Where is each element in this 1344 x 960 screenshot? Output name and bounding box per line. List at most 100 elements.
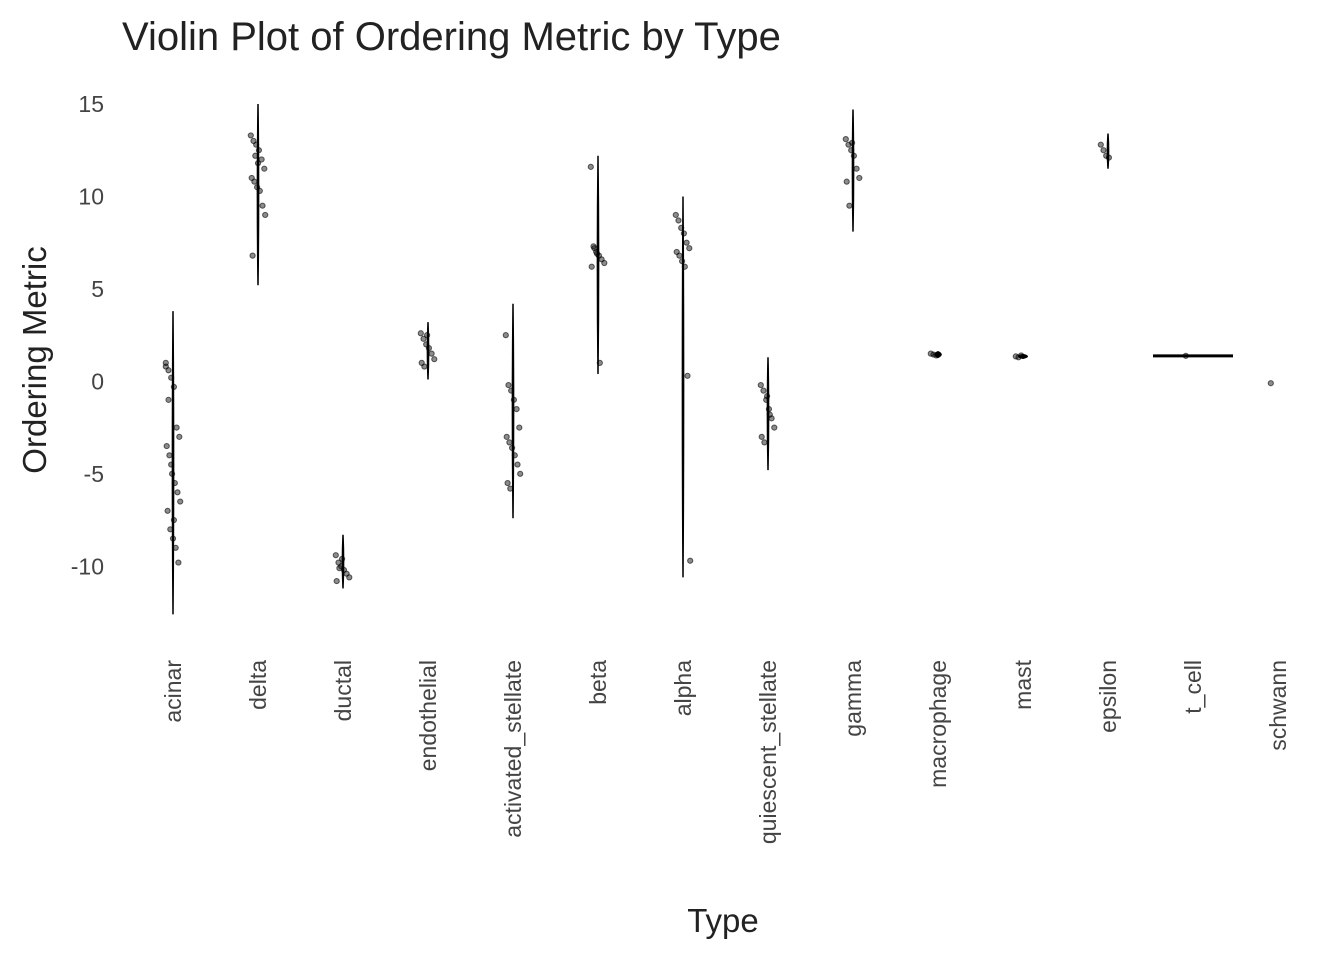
jitter-point <box>167 526 174 533</box>
x-tick-label: quiescent_stellate <box>755 660 781 844</box>
jitter-point <box>258 156 265 163</box>
jitter-point <box>510 396 518 403</box>
jitter-point <box>417 330 424 337</box>
jitter-point <box>601 259 608 267</box>
chart-title: Violin Plot of Ordering Metric by Type <box>122 15 781 59</box>
jitter-point <box>842 136 849 143</box>
jitter-point <box>508 387 515 394</box>
jitter-point <box>166 452 173 459</box>
jitter-point <box>594 250 601 257</box>
jitter-point <box>676 252 683 259</box>
jitter-point <box>164 507 171 514</box>
jitter-point <box>508 444 516 452</box>
jitter-point <box>175 559 182 566</box>
jitter-point <box>176 433 183 440</box>
jitter-point <box>177 498 184 505</box>
jitter-point <box>255 147 262 154</box>
jitter-point <box>336 565 343 572</box>
jitter-point <box>254 160 262 167</box>
jitter-point <box>679 258 686 265</box>
x-tick-label: t_cell <box>1180 660 1206 714</box>
jitter-point <box>170 383 177 391</box>
y-tick-label: 15 <box>78 91 104 117</box>
jitter-point <box>259 202 266 209</box>
x-tick-label: endothelial <box>415 660 441 771</box>
violin <box>511 303 515 519</box>
jitter-point <box>332 552 339 559</box>
jitter-point <box>680 230 688 237</box>
y-tick-label: -5 <box>84 461 104 487</box>
jitter-point <box>424 332 431 339</box>
jitter-point <box>168 374 175 381</box>
x-tick-label: epsilon <box>1095 660 1121 733</box>
jitter-point <box>173 424 180 431</box>
jitter-point <box>513 406 520 413</box>
jitter-point <box>503 433 510 440</box>
jitter-point <box>431 356 438 363</box>
y-tick-label: 0 <box>91 368 104 394</box>
jitter-point <box>1018 352 1025 359</box>
jitter-point <box>1105 154 1113 161</box>
jitter-point <box>168 461 175 468</box>
x-tick-label: alpha <box>670 660 696 716</box>
jitter-point <box>764 393 771 400</box>
jitter-point <box>504 479 511 487</box>
jitter-point <box>686 245 693 252</box>
jitter-point <box>587 163 594 170</box>
jitter-point <box>171 479 178 487</box>
jitter-point <box>761 439 768 446</box>
jitter-point <box>172 544 179 551</box>
jitter-point <box>511 452 518 459</box>
jitter-point <box>421 363 428 370</box>
jitter-point <box>588 263 595 270</box>
jitter-point <box>507 485 514 492</box>
jitter-point <box>262 211 269 219</box>
violin <box>851 109 855 232</box>
jitter-point <box>428 350 435 357</box>
violin <box>1106 133 1110 169</box>
violin <box>596 155 600 374</box>
x-tick-label: delta <box>245 660 271 710</box>
jitter-point <box>261 165 268 172</box>
jitter-point <box>591 245 598 252</box>
x-tick-label: gamma <box>840 660 866 737</box>
jitter-point <box>687 557 694 564</box>
jitter-point <box>169 470 176 477</box>
jitter-point <box>684 372 691 379</box>
jitter-point <box>672 211 679 219</box>
jitter-point <box>253 141 260 148</box>
jitter-point <box>174 489 181 496</box>
jitter-point <box>683 239 690 246</box>
jitter-point <box>505 381 512 389</box>
jitter-point <box>247 132 254 139</box>
x-tick-label: macrophage <box>925 660 951 788</box>
y-axis-title: Ordering Metric <box>16 246 53 473</box>
jitter-point <box>502 332 509 339</box>
violin <box>256 103 260 286</box>
jitter-point <box>766 411 773 418</box>
jitter-point <box>1267 380 1274 387</box>
jitter-point <box>596 359 603 366</box>
jitter-point <box>346 574 353 581</box>
jitter-point <box>681 263 688 270</box>
violin <box>766 357 770 471</box>
jitter-point <box>256 187 263 195</box>
jitter-point <box>1100 147 1107 154</box>
jitter-point <box>162 363 169 370</box>
x-tick-label: beta <box>585 660 611 705</box>
jitter-point <box>849 139 856 146</box>
jitter-point <box>249 252 256 259</box>
jitter-point <box>856 174 863 182</box>
jitter-point <box>757 381 764 389</box>
jitter-point <box>252 152 259 159</box>
jitter-point <box>678 224 685 231</box>
jitter-point <box>675 217 682 224</box>
y-tick-label: -10 <box>71 553 104 579</box>
jitter-point <box>163 442 170 450</box>
jitter-point <box>850 152 858 159</box>
x-tick-label: activated_stellate <box>500 660 526 838</box>
jitter-point <box>758 433 765 440</box>
jitter-point <box>760 387 767 394</box>
x-tick-label: ductal <box>330 660 356 721</box>
